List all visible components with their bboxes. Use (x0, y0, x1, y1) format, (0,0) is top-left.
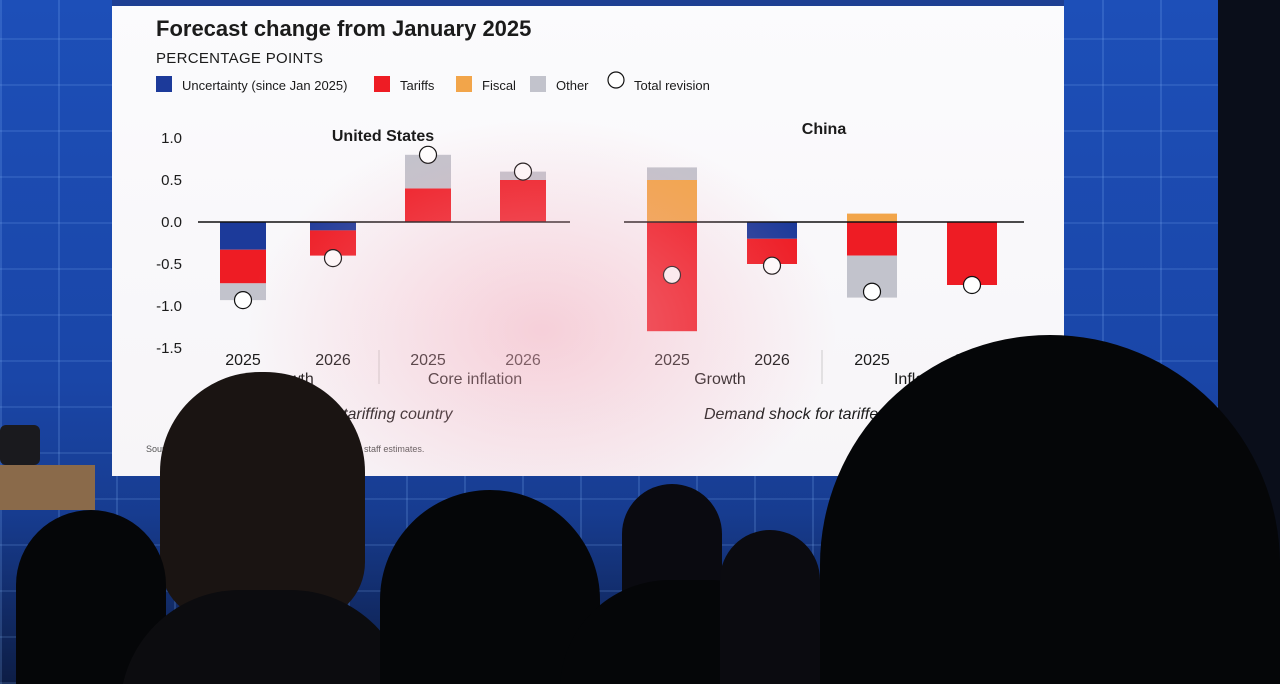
stage-table (0, 465, 95, 510)
group-label: Core inflation (428, 371, 522, 388)
x-tick-label: 2026 (505, 352, 541, 369)
y-tick-label: -1.5 (156, 340, 182, 357)
bar-segment (647, 180, 697, 222)
bar-segment (847, 222, 897, 256)
x-tick-label: 2025 (654, 352, 690, 369)
total-revision-marker (662, 265, 682, 285)
total-revision-marker (418, 145, 438, 164)
total-revision-marker (762, 256, 782, 275)
total-revision-marker (962, 275, 982, 295)
audience-head (720, 530, 820, 684)
y-tick-label: 0.5 (161, 172, 182, 189)
bar-segment (220, 222, 266, 250)
bar-segment (947, 222, 997, 285)
y-tick-label: -1.0 (156, 298, 182, 315)
bar-segment (220, 249, 266, 284)
audience-head (160, 372, 365, 622)
stage-chair (0, 425, 40, 465)
total-revision-marker (323, 249, 343, 268)
total-revision-marker (233, 291, 253, 310)
slide-top-band (112, 0, 1064, 6)
legend-label: Uncertainty (since Jan 2025) (182, 78, 347, 93)
y-axis: 1.0 0.5 0.0 -0.5 -1.0 -1.5 (156, 130, 182, 357)
x-tick-label: 2026 (754, 352, 790, 369)
legend-swatch (374, 76, 390, 92)
legend-swatch (530, 76, 546, 92)
source-note-end: staff estimates. (364, 444, 424, 454)
bar-segment (500, 180, 546, 222)
legend-label: Total revision (634, 78, 710, 93)
x-tick-label: 2026 (315, 352, 351, 369)
legend-label: Other (556, 78, 589, 93)
x-tick-label: 2025 (225, 352, 261, 369)
y-tick-label: 0.0 (161, 214, 182, 231)
audience-head (380, 490, 600, 684)
panel-title: United States (332, 128, 434, 145)
slide-subtitle: PERCENTAGE POINTS (156, 50, 323, 67)
x-tick-label: 2025 (854, 352, 890, 369)
legend-total-revision-marker (607, 71, 625, 89)
slide-title: Forecast change from January 2025 (156, 16, 531, 41)
bar-segment (310, 222, 356, 231)
y-tick-label: -0.5 (156, 256, 182, 273)
group-label: Growth (694, 371, 746, 388)
panel-title: China (802, 121, 847, 138)
bar-segment (647, 167, 697, 180)
audience-head (820, 335, 1280, 684)
bar-segment (847, 213, 897, 222)
legend-swatch (156, 76, 172, 92)
legend-swatch (456, 76, 472, 92)
x-tick-label: 2025 (410, 352, 446, 369)
chart-panels: United States 2025 2026 2025 2026 Growth Core … (198, 121, 1024, 423)
total-revision-marker (513, 162, 533, 181)
bar-segment (405, 188, 451, 222)
legend-label: Tariffs (400, 78, 435, 93)
bar-segment (747, 222, 797, 239)
chart-legend: Uncertainty (since Jan 2025) Tariffs Fisca… (156, 71, 710, 93)
legend-label: Fiscal (482, 78, 516, 93)
y-tick-label: 1.0 (161, 130, 182, 147)
total-revision-marker (862, 282, 882, 301)
